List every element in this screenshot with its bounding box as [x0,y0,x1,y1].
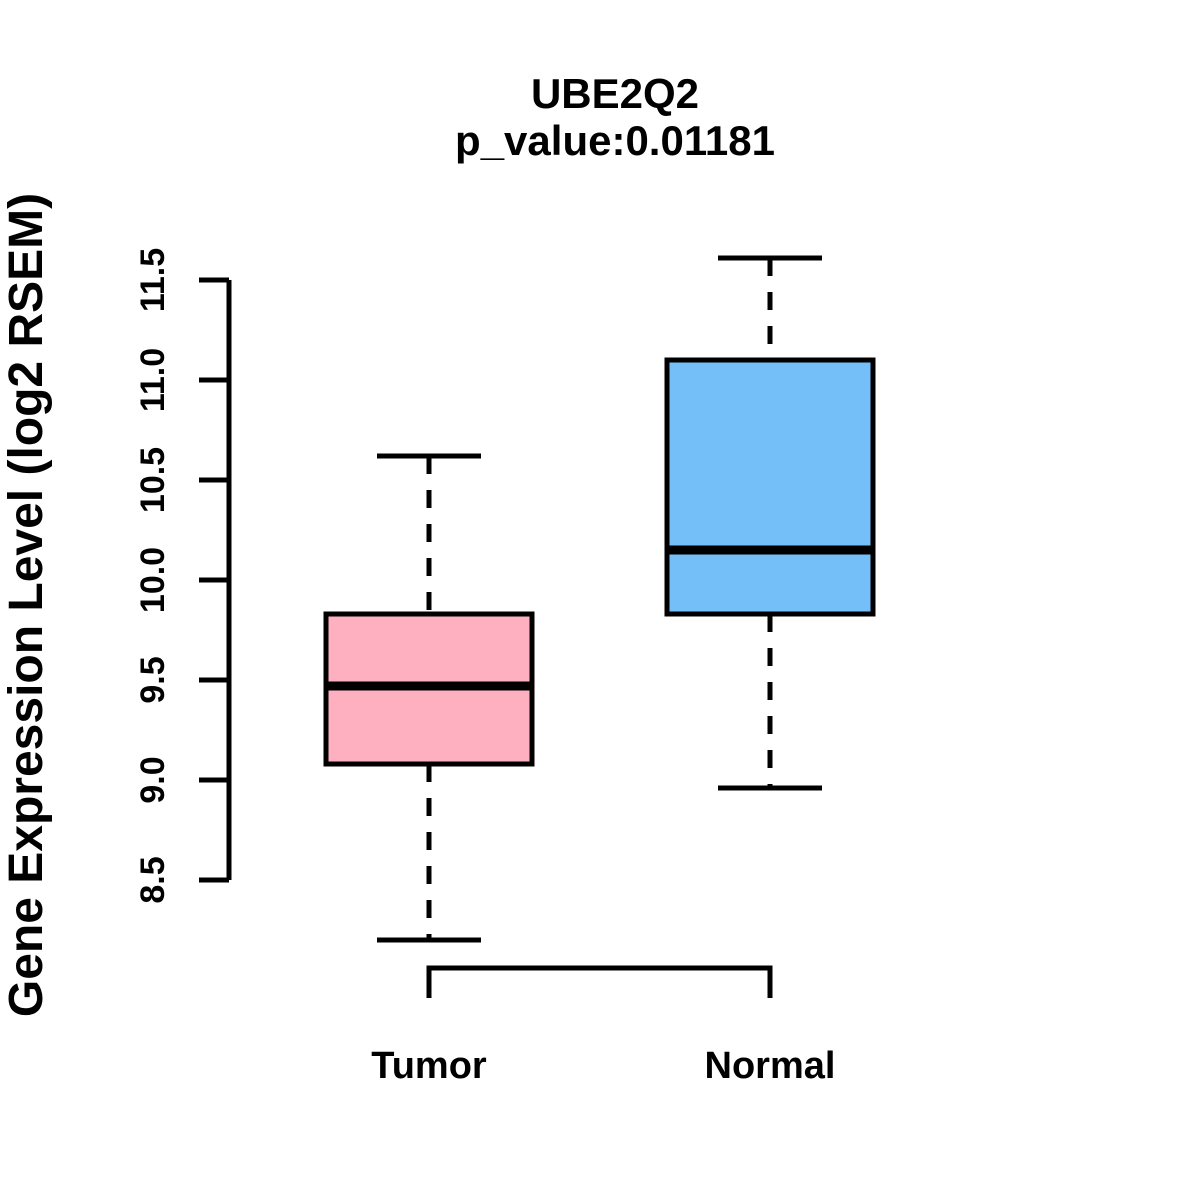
y-tick-label: 8.5 [134,856,172,903]
x-axis-bracket [426,965,773,998]
x-tick-label-normal: Normal [705,1045,836,1087]
y-tick-label: 10.5 [134,447,172,513]
y-tick-label: 10.0 [134,547,172,613]
y-tick-label: 9.0 [134,756,172,803]
y-tick-label: 11.5 [134,248,172,312]
chart-subtitle: p_value:0.01181 [455,117,775,164]
chart-title: UBE2Q2 [531,70,699,117]
iqr-box [664,357,876,617]
boxplot-tumor [323,453,535,943]
boxplot-normal [664,255,876,791]
y-axis: 8.5 9.0 9.5 10.0 10.5 11.0 11.5 [134,248,232,904]
y-tick-label: 9.5 [134,656,172,703]
y-tick-label: 11.0 [134,348,172,412]
y-axis-title: Gene Expression Level (log2 RSEM) [0,193,53,1017]
box-series [323,255,876,943]
x-axis: Tumor Normal [371,965,836,1087]
x-tick-label-tumor: Tumor [371,1045,487,1087]
